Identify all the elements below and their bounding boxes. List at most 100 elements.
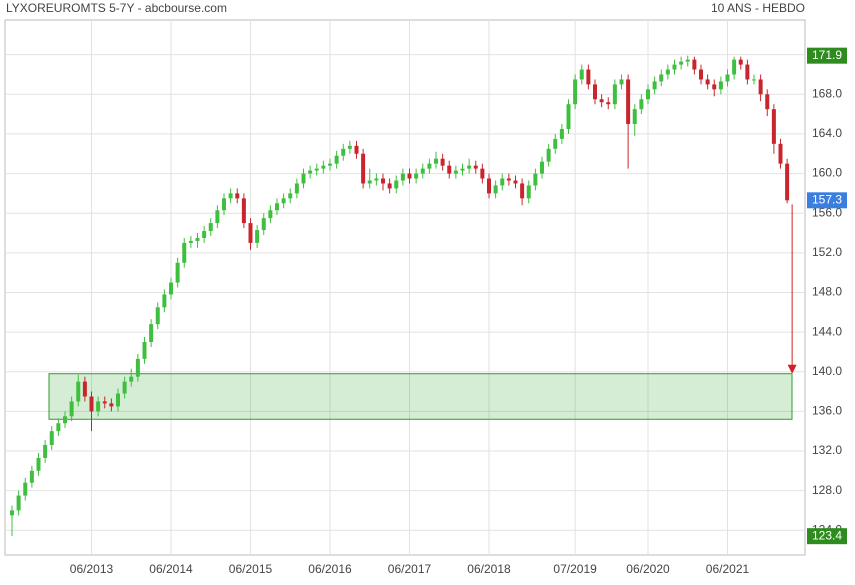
candle-body xyxy=(467,165,472,169)
candle-body xyxy=(540,161,544,174)
candle-body xyxy=(116,393,120,407)
candle-body xyxy=(23,482,28,496)
candle-body xyxy=(705,79,710,85)
candle-body xyxy=(738,59,743,65)
candle-body xyxy=(301,173,306,184)
candle-body xyxy=(453,170,458,174)
y-tick-label: 160.0 xyxy=(812,166,842,180)
candle-body xyxy=(255,230,260,243)
candle-body xyxy=(672,64,677,70)
candle-body xyxy=(109,403,114,407)
x-tick-label: 07/2019 xyxy=(553,562,597,576)
candle-body xyxy=(387,183,392,189)
candle-body xyxy=(553,138,558,149)
candle-body xyxy=(16,495,21,511)
candle-body xyxy=(745,64,750,80)
candle-body xyxy=(460,168,465,171)
price-label: 157.3 xyxy=(812,192,842,206)
candle-body xyxy=(82,381,87,397)
x-tick-label: 06/2021 xyxy=(706,562,750,576)
candle-body xyxy=(612,84,617,105)
candle-body xyxy=(679,61,684,65)
price-label: 123.4 xyxy=(812,528,842,542)
candle-body xyxy=(89,396,94,412)
candle-body xyxy=(162,294,167,308)
candle-body xyxy=(712,84,717,90)
candle-body xyxy=(202,231,207,238)
candle-body xyxy=(599,99,604,103)
candle-body xyxy=(566,104,571,129)
candle-body xyxy=(632,109,637,125)
candle-body xyxy=(639,99,644,110)
candle-body xyxy=(288,193,293,199)
candle-body xyxy=(129,376,134,382)
candle-body xyxy=(506,178,511,181)
candle-body xyxy=(142,341,147,359)
candle-body xyxy=(573,79,578,105)
candle-body xyxy=(480,168,485,179)
candle-body xyxy=(394,180,399,189)
candle-body xyxy=(493,185,498,194)
candle-body xyxy=(500,178,505,186)
candle-body xyxy=(69,401,74,417)
candle-body xyxy=(56,423,61,432)
candle-body xyxy=(261,218,266,231)
candle-body xyxy=(685,59,690,62)
candle-body xyxy=(354,145,359,154)
y-tick-label: 140.0 xyxy=(812,364,842,378)
candle-body xyxy=(414,173,419,179)
candle-body xyxy=(208,223,213,232)
candle-body xyxy=(487,178,491,194)
candle-body xyxy=(268,210,273,219)
candle-body xyxy=(175,262,180,283)
candle-body xyxy=(579,69,584,80)
x-tick-label: 06/2017 xyxy=(388,562,432,576)
candle-body xyxy=(752,79,756,81)
x-tick-label: 06/2020 xyxy=(626,562,670,576)
candle-body xyxy=(334,155,339,164)
candle-body xyxy=(96,401,101,412)
candle-body xyxy=(593,84,597,100)
candle-body xyxy=(155,307,160,325)
candle-body xyxy=(718,81,723,90)
x-tick-label: 06/2018 xyxy=(467,562,511,576)
candle-body xyxy=(765,94,770,110)
candle-body xyxy=(321,165,326,169)
chart-subtitle: 10 ANS - HEBDO xyxy=(711,1,805,15)
candle-body xyxy=(76,381,81,402)
candle-body xyxy=(732,59,737,75)
candle-body xyxy=(513,180,518,184)
x-tick-label: 06/2014 xyxy=(149,562,193,576)
candle-body xyxy=(699,69,703,80)
x-tick-label: 06/2013 xyxy=(70,562,114,576)
candle-body xyxy=(665,69,670,75)
candle-body xyxy=(195,237,200,241)
candle-body xyxy=(367,180,372,184)
candle-body xyxy=(63,416,67,424)
y-tick-label: 156.0 xyxy=(812,205,842,219)
candle-body xyxy=(241,198,246,224)
candle-body xyxy=(434,158,438,164)
candle-body xyxy=(447,165,452,174)
candle-body xyxy=(420,168,425,174)
candle-body xyxy=(586,69,591,85)
candle-body xyxy=(606,102,611,105)
candle-body xyxy=(275,203,279,211)
candle-body xyxy=(526,185,531,199)
candle-body xyxy=(281,198,286,204)
candle-body xyxy=(546,148,551,162)
candle-body xyxy=(347,145,352,149)
y-tick-label: 152.0 xyxy=(812,245,842,259)
candle-body xyxy=(758,79,763,95)
candle-body xyxy=(215,210,220,224)
y-tick-label: 128.0 xyxy=(812,483,842,497)
candle-body xyxy=(49,431,54,446)
candle-body xyxy=(440,158,445,166)
y-tick-label: 148.0 xyxy=(812,285,842,299)
plot-area xyxy=(4,19,806,556)
candle-body xyxy=(122,381,127,394)
candle-body xyxy=(294,183,299,194)
chart-title: LYXOREUROMTS 5-7Y - abcbourse.com xyxy=(6,1,227,15)
